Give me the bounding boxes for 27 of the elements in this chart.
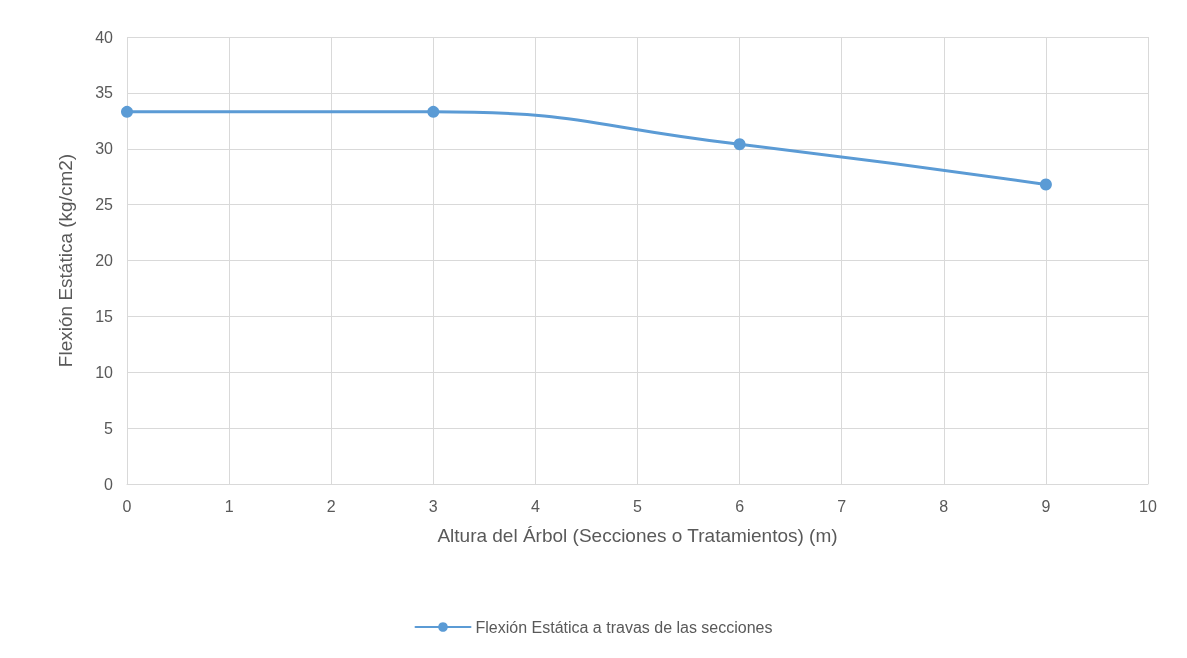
y-tick-label: 0 — [104, 475, 114, 493]
y-axis-title: Flexión Estática (kg/cm2) — [55, 153, 76, 368]
x-tick-label: 7 — [837, 497, 847, 515]
point — [1039, 178, 1052, 191]
y-tick-label: 40 — [95, 28, 114, 46]
x-tick-label: 5 — [633, 497, 643, 515]
y-tick-label: 10 — [95, 363, 114, 381]
x-tick-label: 10 — [1139, 497, 1157, 515]
y-tick-label: 30 — [95, 140, 114, 158]
x-tick-label: 3 — [428, 497, 438, 515]
y-tick-label: 15 — [95, 307, 114, 325]
x-tick-label: 0 — [122, 497, 132, 515]
x-tick-label: 9 — [1041, 497, 1051, 515]
y-tick-label: 20 — [95, 252, 114, 269]
x-tick-label: 8 — [939, 497, 949, 515]
x-tick-label: 6 — [735, 497, 745, 515]
y-tick-label: 5 — [104, 419, 114, 437]
x-tick-label: 2 — [326, 497, 336, 515]
point — [121, 105, 133, 118]
point — [733, 138, 746, 151]
y-tick-label: 35 — [95, 84, 114, 102]
legend-label: Flexión Estática a travas de las secciones — [475, 618, 773, 636]
point — [427, 105, 440, 118]
x-tick-label: 4 — [530, 497, 540, 515]
x-tick-label: 1 — [224, 497, 234, 515]
y-tick-label: 25 — [95, 196, 114, 214]
x-axis-title: Altura del Árbol (Secciones o Tratamientos) (m) — [437, 525, 838, 546]
